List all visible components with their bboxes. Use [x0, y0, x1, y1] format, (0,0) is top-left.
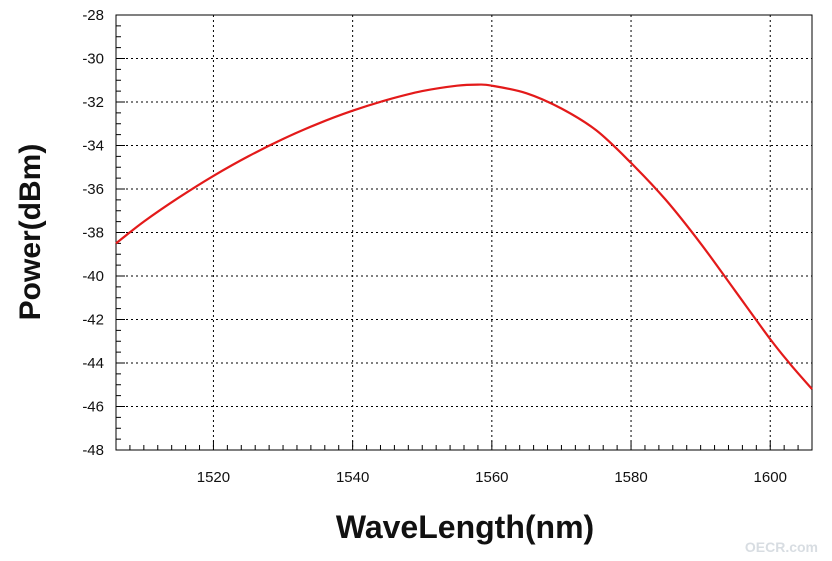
- y-tick-label: -32: [82, 94, 104, 111]
- y-tick-labels: -28 -30 -32 -34 -36 -38 -40 -42 -44 -46 -48: [82, 7, 104, 459]
- series-layer: [115, 83, 813, 390]
- y-tick-label: -30: [82, 51, 104, 68]
- minor-ticks: [115, 14, 813, 451]
- x-axis-title: WaveLength(nm): [336, 509, 594, 545]
- power-curve-line: [115, 83, 813, 390]
- grid-lines: [116, 15, 812, 450]
- x-tick-labels: 1520 1540 1560 1580 1600: [197, 469, 787, 486]
- y-tick-label: -46: [82, 399, 104, 416]
- y-tick-label: -48: [82, 442, 104, 459]
- x-tick-label: 1600: [754, 469, 787, 486]
- y-axis-title: Power(dBm): [14, 144, 47, 321]
- x-tick-label: 1560: [475, 469, 508, 486]
- x-tick-label: 1580: [614, 469, 647, 486]
- x-tick-label: 1540: [336, 469, 369, 486]
- y-tick-label: -28: [82, 7, 104, 24]
- y-tick-label: -44: [82, 355, 104, 372]
- watermark-logo: OECR.com: [745, 539, 818, 555]
- y-tick-label: -34: [82, 138, 104, 155]
- x-tick-label: 1520: [197, 469, 230, 486]
- y-tick-label: -42: [82, 312, 104, 329]
- y-tick-label: -38: [82, 225, 104, 242]
- plot-area-frame: [115, 14, 813, 451]
- y-tick-label: -36: [82, 181, 104, 198]
- y-tick-label: -40: [82, 268, 104, 285]
